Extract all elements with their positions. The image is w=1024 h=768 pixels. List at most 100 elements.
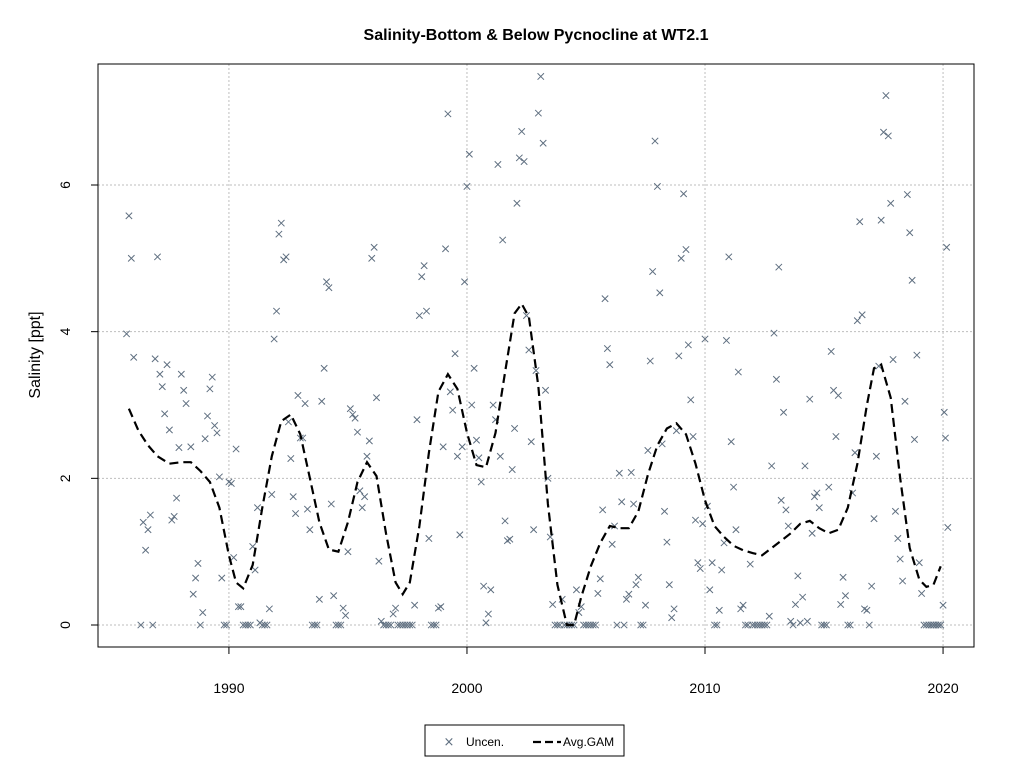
data-point	[853, 317, 861, 325]
data-point	[358, 504, 366, 512]
axes: 1990 2000 2010 2020 0 2 4 6	[57, 63, 975, 696]
data-point	[943, 243, 951, 251]
data-point	[594, 589, 602, 598]
data-point	[539, 139, 547, 147]
data-point	[699, 520, 707, 528]
data-point	[675, 352, 683, 360]
data-point	[370, 243, 378, 251]
data-point	[801, 462, 809, 470]
data-point	[465, 150, 473, 158]
y-tick-label: 6	[57, 181, 73, 189]
data-point	[175, 443, 183, 452]
data-point	[770, 329, 778, 337]
data-point	[763, 621, 771, 629]
data-point	[668, 614, 676, 622]
y-tick-label: 4	[57, 328, 73, 336]
data-point	[206, 385, 214, 393]
data-point	[253, 504, 262, 512]
data-point	[620, 621, 628, 629]
data-point	[825, 483, 833, 491]
data-point	[203, 412, 212, 420]
data-point	[839, 573, 847, 581]
data-point	[218, 574, 226, 582]
x-tick-label: 2020	[927, 680, 958, 696]
data-point	[656, 289, 664, 297]
data-point	[772, 375, 780, 383]
y-tick-label: 2	[57, 474, 73, 482]
data-point	[284, 418, 292, 426]
data-point	[691, 516, 700, 524]
data-point	[940, 408, 948, 416]
data-point	[177, 370, 185, 378]
data-point	[884, 132, 892, 140]
data-point	[534, 109, 542, 117]
data-point	[215, 473, 223, 481]
data-point	[375, 557, 383, 565]
data-point	[446, 388, 454, 396]
data-point	[856, 218, 864, 226]
data-point	[163, 361, 171, 369]
data-point	[153, 253, 162, 261]
data-point	[844, 621, 852, 629]
data-point	[146, 511, 154, 519]
data-point	[589, 621, 597, 629]
data-point	[768, 462, 776, 470]
data-point	[822, 621, 830, 629]
data-point	[877, 216, 885, 224]
data-point	[330, 592, 338, 600]
data-point	[927, 621, 935, 629]
data-point	[622, 595, 631, 603]
data-point	[739, 601, 747, 609]
data-point	[263, 621, 271, 629]
data-point	[687, 396, 695, 404]
data-point	[730, 483, 738, 491]
data-point	[187, 443, 195, 451]
data-point	[618, 498, 626, 506]
data-point	[939, 601, 947, 609]
data-point	[463, 182, 471, 191]
data-point	[791, 600, 800, 609]
data-point	[353, 428, 362, 436]
data-point	[944, 523, 952, 532]
data-point	[782, 506, 790, 514]
data-point	[760, 621, 769, 629]
data-point	[182, 399, 190, 408]
data-point	[941, 434, 949, 442]
data-point	[591, 621, 600, 629]
data-point	[732, 526, 740, 534]
data-point	[251, 566, 259, 574]
data-point	[196, 621, 204, 629]
data-point	[282, 253, 290, 261]
data-point	[868, 582, 876, 590]
data-point	[929, 621, 938, 629]
data-point	[632, 581, 640, 589]
data-point	[161, 410, 169, 418]
data-point	[518, 127, 526, 136]
data-point	[537, 72, 545, 81]
data-point	[406, 621, 414, 629]
data-point	[827, 347, 835, 356]
data-point	[727, 438, 735, 446]
data-point	[361, 493, 369, 501]
data-point	[351, 414, 359, 422]
data-point	[194, 559, 202, 567]
data-point	[903, 190, 911, 199]
data-point	[896, 555, 904, 563]
x-tick-label: 2010	[689, 680, 720, 696]
data-point	[125, 212, 133, 220]
data-point	[637, 621, 645, 629]
data-point	[808, 529, 816, 537]
data-point	[387, 621, 395, 629]
data-point	[192, 574, 200, 582]
data-point	[625, 590, 633, 598]
x-tick-label: 2000	[451, 680, 482, 696]
data-point	[137, 621, 145, 629]
data-point	[127, 254, 135, 262]
data-point	[765, 612, 773, 620]
data-point	[287, 454, 295, 463]
data-point	[649, 267, 657, 276]
data-point	[603, 344, 611, 353]
data-point	[796, 619, 804, 627]
data-point	[815, 504, 823, 512]
